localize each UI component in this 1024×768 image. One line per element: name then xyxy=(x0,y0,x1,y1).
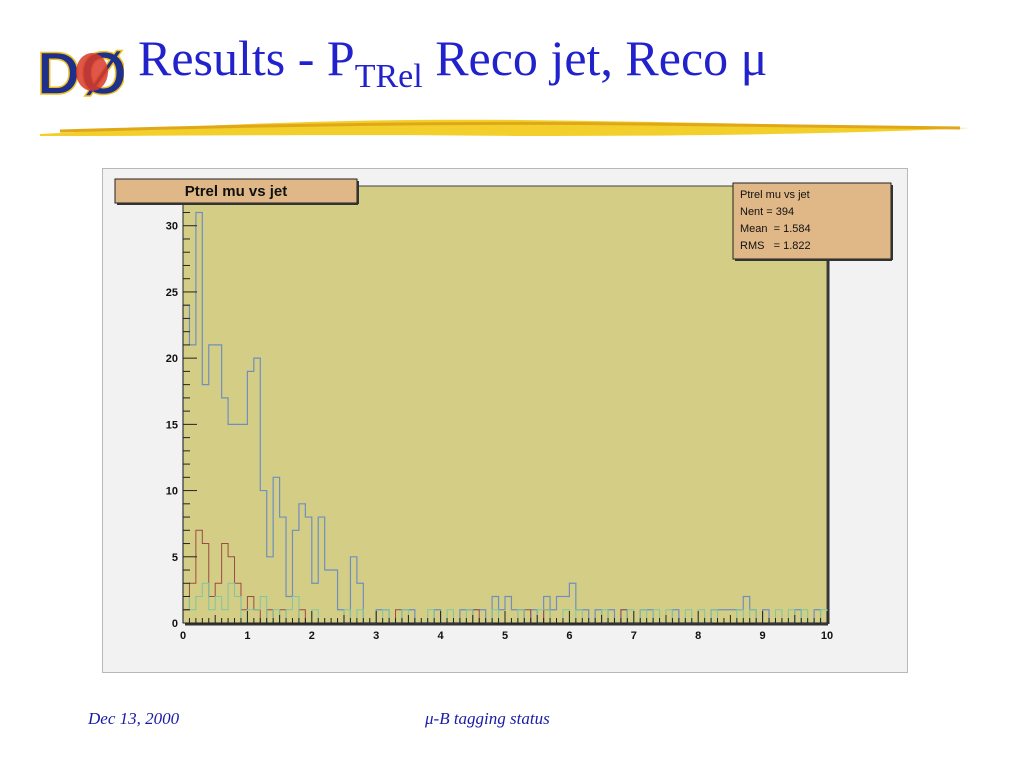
x-tick-label: 5 xyxy=(502,630,508,642)
title-subscript: TRel xyxy=(354,58,423,95)
y-tick-label: 15 xyxy=(166,419,178,431)
plot-canvas: 0 5 10 15 20 25 30 0 1 2 3 4 5 6 7 8 9 10 Ptrel mu vs jet… xyxy=(102,168,908,673)
svg-text:Mean = 1.584: Mean = 1.584 xyxy=(740,223,811,235)
y-tick-label: 25 xyxy=(166,287,178,299)
stats-box: Ptrel mu vs jet Nent = 394 Mean = 1.584 … xyxy=(732,182,893,261)
chart-title: Ptrel mu vs jet xyxy=(185,183,288,200)
svg-text:RMS = 1.822: RMS = 1.822 xyxy=(740,240,811,252)
stats-entries: Nent = 394 xyxy=(740,206,794,218)
x-tick-label: 1 xyxy=(244,630,250,642)
stats-rms-value: 1.822 xyxy=(783,240,811,252)
y-tick-label: 10 xyxy=(166,486,178,498)
title-rest: Reco jet, Reco μ xyxy=(422,30,768,86)
x-tick-label: 10 xyxy=(821,630,833,642)
x-tick-label: 2 xyxy=(309,630,315,642)
stats-mean-value: 1.584 xyxy=(783,223,811,235)
slide-title: Results - PTRel Reco jet, Reco μ xyxy=(138,30,767,96)
ptrel-histogram: 0 5 10 15 20 25 30 0 1 2 3 4 5 6 7 8 9 10 Ptrel mu vs jet… xyxy=(114,178,893,642)
stats-rms-label: RMS = xyxy=(740,240,783,252)
title-underline-swoosh xyxy=(40,119,970,136)
footer-date: Dec 13, 2000 xyxy=(88,709,180,728)
x-tick-label: 7 xyxy=(631,630,637,642)
d0-logo: DØ xyxy=(36,39,124,104)
stats-mean-label: Mean = xyxy=(740,223,783,235)
y-tick-label: 20 xyxy=(166,353,178,365)
logo-red-disk xyxy=(76,53,108,91)
x-tick-label: 4 xyxy=(438,630,445,642)
stats-title: Ptrel mu vs jet xyxy=(740,189,810,201)
x-tick-label: 3 xyxy=(373,630,379,642)
y-tick-label: 5 xyxy=(172,552,178,564)
y-tick-label: 30 xyxy=(166,221,178,233)
x-tick-label: 6 xyxy=(566,630,572,642)
x-tick-label: 8 xyxy=(695,630,701,642)
x-tick-label: 9 xyxy=(760,630,766,642)
plot-frame xyxy=(182,185,828,624)
y-tick-label: 0 xyxy=(172,618,178,630)
x-tick-label: 0 xyxy=(180,630,186,642)
title-box-bg xyxy=(114,178,358,204)
footer-topic: μ-B tagging status xyxy=(425,709,550,728)
chart-title-box: Ptrel mu vs jet xyxy=(114,178,359,205)
title-main: Results - P xyxy=(138,30,355,86)
